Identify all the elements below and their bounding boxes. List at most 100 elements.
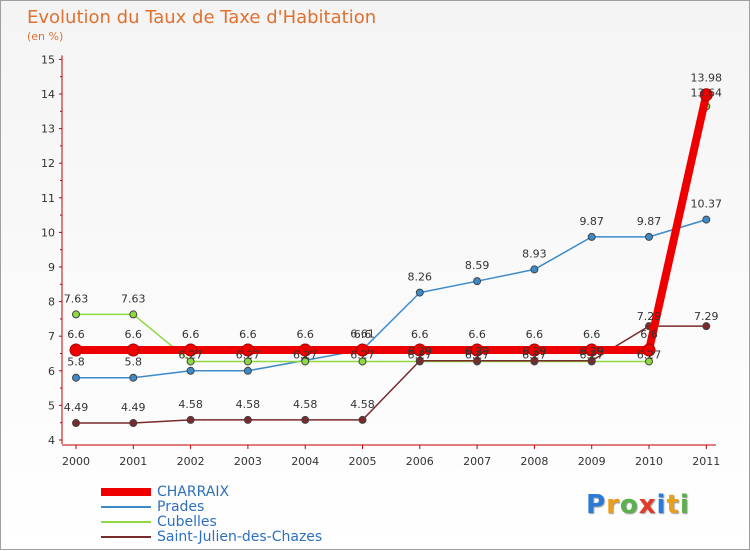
chart-title: Evolution du Taux de Taxe d'Habitation: [27, 7, 377, 28]
legend-label-charraix: CHARRAIX: [157, 484, 230, 500]
x-tick-label: 2003: [234, 455, 262, 468]
legend-label-cubelles: Cubelles: [157, 514, 217, 530]
data-label: 8.26: [408, 271, 433, 284]
data-point: [301, 415, 310, 424]
data-label: 6.29: [579, 345, 604, 358]
legend-swatch-prades: [101, 506, 151, 508]
data-point: [126, 343, 140, 357]
data-label: 6.6: [468, 328, 486, 341]
legend-swatch-cubelles: [101, 521, 151, 523]
data-label: 8.93: [522, 247, 547, 260]
logo-letter: r: [606, 490, 620, 520]
data-label: 13.98: [691, 72, 723, 85]
y-tick-label: 14: [41, 88, 55, 101]
data-label: 6.29: [522, 345, 547, 358]
data-label: 6.6: [411, 328, 429, 341]
data-point: [358, 357, 367, 366]
y-tick-label: 4: [48, 434, 55, 447]
data-label: 7.63: [121, 292, 146, 305]
data-point: [527, 343, 541, 357]
data-label: 4.58: [350, 398, 375, 411]
proxiti-logo: Proxiti: [586, 490, 690, 520]
data-point: [413, 343, 427, 357]
data-point: [473, 277, 482, 286]
data-point: [530, 356, 539, 365]
data-point: [129, 373, 138, 382]
series-line-prades: [76, 218, 707, 379]
data-label: 6.6: [296, 328, 314, 341]
data-label: 4.58: [236, 398, 261, 411]
legend-swatch-charraix: [101, 488, 151, 496]
x-tick-label: 2005: [349, 455, 377, 468]
data-point: [415, 356, 424, 365]
data-label: 6.27: [178, 348, 203, 361]
data-label: 6.27: [293, 348, 318, 361]
y-tick-label: 12: [41, 157, 55, 170]
x-tick-label: 2006: [406, 455, 434, 468]
y-tick-label: 8: [48, 296, 55, 309]
data-point: [585, 343, 599, 357]
data-label: 6.29: [408, 345, 433, 358]
data-point: [184, 343, 198, 357]
data-point: [301, 357, 310, 366]
y-tick-label: 6: [48, 365, 55, 378]
legend-swatch-saint-julien: [101, 536, 151, 538]
data-point: [645, 357, 653, 366]
x-tick-label: 2004: [291, 455, 319, 468]
data-label: 7.29: [637, 310, 662, 323]
data-point: [243, 366, 252, 375]
x-tick-label: 2008: [520, 455, 548, 468]
data-point: [473, 356, 482, 365]
x-tick-label: 2001: [119, 455, 147, 468]
data-point: [587, 356, 596, 365]
data-label: 6.61: [350, 328, 375, 341]
data-label: 6.6: [239, 328, 257, 341]
data-label: 6.6: [125, 328, 143, 341]
logo-letter: P: [586, 490, 607, 520]
x-tick-label: 2002: [177, 455, 205, 468]
data-label: 4.49: [64, 401, 89, 414]
data-point: [702, 322, 711, 331]
data-point: [356, 343, 369, 357]
data-point: [69, 343, 83, 357]
y-tick-label: 9: [48, 261, 55, 274]
x-tick-label: 2007: [463, 455, 491, 468]
data-label: 7.63: [64, 292, 89, 305]
data-label: 4.58: [178, 398, 203, 411]
data-label: 6.27: [408, 348, 433, 361]
data-label: 6.6: [182, 328, 200, 341]
data-label: 6.6: [640, 328, 658, 341]
data-label: 4.58: [293, 398, 318, 411]
data-point: [530, 265, 539, 274]
logo-letter: i: [679, 490, 690, 520]
data-label: 5.8: [67, 356, 85, 369]
logo-letter: o: [619, 490, 639, 520]
y-tick-label: 5: [48, 399, 55, 412]
x-tick-label: 2010: [635, 455, 663, 468]
data-label: 6.27: [465, 348, 490, 361]
data-point: [241, 343, 255, 357]
data-point: [298, 343, 312, 357]
x-tick-label: 2000: [62, 455, 90, 468]
y-tick-label: 7: [48, 330, 55, 343]
data-point: [470, 343, 484, 357]
data-point: [129, 419, 138, 428]
data-label: 6.27: [522, 348, 547, 361]
data-label: 9.87: [637, 215, 662, 228]
data-point: [186, 366, 195, 375]
data-label: 6.27: [579, 348, 604, 361]
data-label: 5.8: [125, 356, 143, 369]
data-point: [415, 288, 424, 297]
data-label: 10.37: [691, 198, 723, 211]
data-label: 6.6: [583, 328, 601, 341]
data-label: 6.27: [637, 348, 662, 361]
series-line-saint-julien-des-chazes: [76, 325, 707, 424]
logo-letter: i: [656, 490, 667, 520]
data-point: [645, 232, 653, 241]
data-label: 13.64: [691, 86, 723, 99]
data-label: 7.29: [694, 310, 719, 323]
logo-letter: t: [666, 490, 680, 520]
legend-label-prades: Prades: [157, 499, 205, 515]
y-tick-label: 13: [41, 123, 55, 136]
